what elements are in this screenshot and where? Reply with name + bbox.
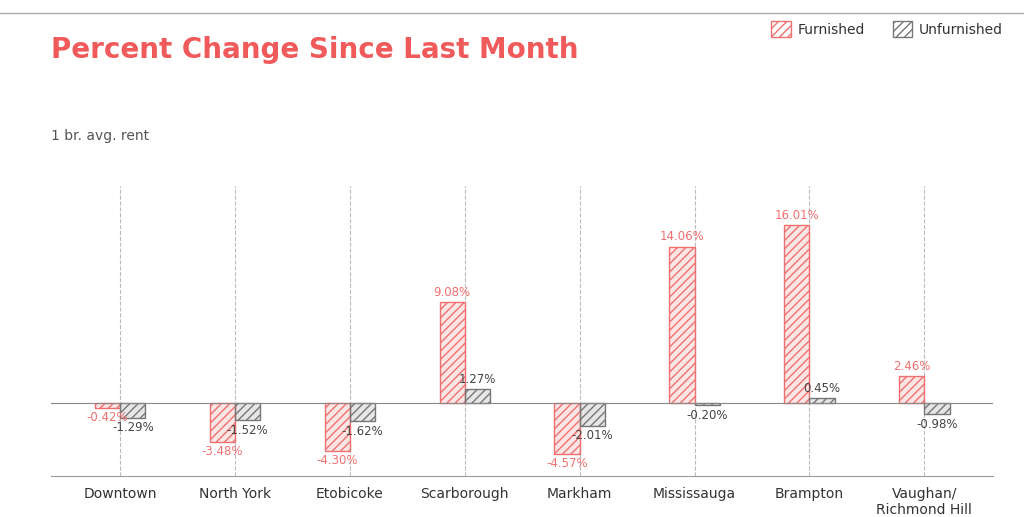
Bar bbox=[580, 403, 605, 425]
Legend: Furnished, Unfurnished: Furnished, Unfurnished bbox=[766, 16, 1009, 43]
Bar bbox=[465, 389, 490, 403]
Text: -0.20%: -0.20% bbox=[686, 409, 728, 422]
Bar bbox=[554, 403, 580, 454]
Bar bbox=[899, 376, 925, 403]
Bar bbox=[925, 403, 949, 414]
Bar bbox=[809, 398, 835, 403]
Bar bbox=[439, 302, 465, 403]
Text: -4.30%: -4.30% bbox=[316, 454, 358, 467]
Bar bbox=[236, 403, 260, 420]
Bar bbox=[350, 403, 375, 421]
Bar bbox=[580, 403, 605, 425]
Text: -2.01%: -2.01% bbox=[571, 429, 613, 442]
Text: -0.98%: -0.98% bbox=[916, 418, 957, 431]
Bar bbox=[670, 247, 694, 403]
Bar bbox=[694, 403, 720, 405]
Text: -1.29%: -1.29% bbox=[112, 421, 154, 434]
Bar bbox=[95, 403, 120, 408]
Bar bbox=[554, 403, 580, 454]
Text: -1.52%: -1.52% bbox=[227, 423, 268, 436]
Bar bbox=[784, 225, 809, 403]
Bar bbox=[465, 389, 490, 403]
Bar bbox=[694, 403, 720, 405]
Bar bbox=[95, 403, 120, 408]
Text: 16.01%: 16.01% bbox=[774, 209, 819, 222]
Text: 1.27%: 1.27% bbox=[459, 373, 496, 386]
Text: 1 br. avg. rent: 1 br. avg. rent bbox=[51, 129, 150, 143]
Bar bbox=[120, 403, 145, 418]
Text: -3.48%: -3.48% bbox=[202, 445, 243, 459]
Bar bbox=[925, 403, 949, 414]
Text: 0.45%: 0.45% bbox=[804, 382, 841, 395]
Text: Percent Change Since Last Month: Percent Change Since Last Month bbox=[51, 36, 579, 64]
Bar bbox=[210, 403, 236, 442]
Bar bbox=[809, 398, 835, 403]
Text: 9.08%: 9.08% bbox=[433, 286, 471, 299]
Bar bbox=[670, 247, 694, 403]
Text: 2.46%: 2.46% bbox=[893, 359, 931, 373]
Bar bbox=[325, 403, 350, 451]
Bar bbox=[236, 403, 260, 420]
Text: -1.62%: -1.62% bbox=[342, 424, 383, 437]
Text: -0.42%: -0.42% bbox=[87, 412, 128, 424]
Bar bbox=[210, 403, 236, 442]
Text: 14.06%: 14.06% bbox=[659, 231, 705, 244]
Text: -4.57%: -4.57% bbox=[546, 458, 588, 470]
Bar bbox=[439, 302, 465, 403]
Bar bbox=[899, 376, 925, 403]
Bar bbox=[325, 403, 350, 451]
Bar bbox=[350, 403, 375, 421]
Bar bbox=[784, 225, 809, 403]
Bar bbox=[120, 403, 145, 418]
